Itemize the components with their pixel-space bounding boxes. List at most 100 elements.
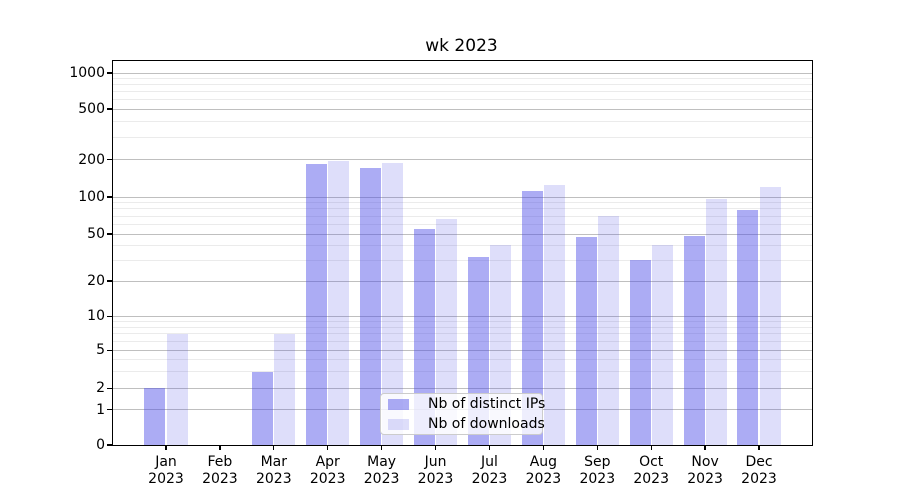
y-tick-mark (107, 315, 112, 317)
gridline-minor (113, 136, 812, 138)
y-tick-mark (107, 72, 112, 74)
gridline-major (113, 159, 812, 160)
x-tick-mark (273, 445, 275, 450)
x-tick-label: Jun 2023 (417, 454, 454, 487)
gridline-minor (113, 84, 812, 86)
gridline-major (113, 233, 812, 235)
bar-distinct-ips (737, 210, 759, 445)
bar-downloads (597, 216, 619, 445)
x-tick-mark (327, 445, 329, 450)
x-tick-mark (488, 445, 491, 450)
x-tick-label: Aug 2023 (525, 454, 562, 487)
legend-label-distinct-ips: Nb of distinct IPs (428, 396, 546, 412)
bar-distinct-ips (575, 237, 597, 445)
gridline-major (113, 72, 812, 74)
y-tick-mark (107, 408, 112, 411)
bar-downloads (759, 187, 781, 445)
x-tick-label: Dec 2023 (741, 454, 777, 487)
y-tick-label: 500 (78, 101, 105, 117)
chart-title: wk 2023 (425, 36, 498, 56)
legend-item-downloads: Nb of downloads (381, 416, 545, 432)
bar-downloads (651, 245, 673, 445)
gridline-minor (113, 91, 812, 92)
bar-distinct-ips (360, 167, 382, 445)
bar-distinct-ips (413, 228, 435, 445)
y-tick-label: 10 (87, 308, 105, 325)
bar-downloads (436, 219, 458, 445)
x-tick-mark (704, 445, 706, 450)
legend-item-distinct-ips: Nb of distinct IPs (381, 396, 546, 412)
legend-label-downloads: Nb of downloads (428, 416, 545, 432)
plot-area: Nb of distinct IPs Nb of downloads 1000 5… (69, 60, 813, 487)
bar-downloads (543, 184, 565, 445)
gridline-minor (113, 371, 812, 372)
legend-swatch-distinct-ips (388, 398, 409, 410)
bar-downloads (328, 160, 350, 445)
gridline-minor (113, 120, 812, 122)
bar-distinct-ips (144, 388, 166, 445)
x-tick-mark (758, 445, 760, 450)
gridline-minor (113, 321, 812, 322)
y-tick-label: 100 (78, 189, 105, 205)
bar-downloads (705, 198, 727, 445)
x-tick-mark (165, 445, 167, 450)
bar-distinct-ips (683, 236, 705, 445)
gridline-minor (113, 99, 812, 100)
y-tick-mark (107, 233, 112, 235)
gridline-minor (113, 333, 812, 335)
bar-distinct-ips (629, 260, 651, 445)
y-tick-mark (107, 349, 112, 351)
y-tick-mark (107, 196, 112, 198)
gridline-major (113, 349, 812, 351)
bar-distinct-ips (306, 164, 328, 445)
y-tick-label: 50 (87, 226, 105, 242)
x-tick-mark (434, 445, 437, 450)
gridline-major (113, 196, 812, 198)
y-tick-mark (107, 108, 112, 110)
x-tick-label: Jan 2023 (148, 454, 184, 487)
y-tick-mark (107, 387, 112, 389)
x-tick-label: Sep 2023 (579, 454, 616, 487)
x-tick-mark (596, 445, 598, 450)
legend: Nb of distinct IPs Nb of downloads (380, 393, 546, 435)
gridline-minor (113, 78, 812, 79)
gridline-major (113, 108, 812, 110)
gridline-minor (113, 244, 812, 246)
y-tick-label: 2 (96, 380, 105, 397)
gridline-minor (113, 340, 812, 342)
x-tick-label: Jul 2023 (471, 454, 508, 487)
x-tick-mark (542, 445, 545, 450)
y-tick-label: 200 (78, 151, 105, 168)
bar-downloads (274, 333, 296, 445)
y-tick-mark (107, 158, 112, 161)
bar-distinct-ips (521, 190, 543, 445)
x-tick-label: Feb 2023 (202, 454, 238, 487)
gridline-major (113, 387, 812, 389)
gridline-major (113, 280, 812, 282)
gridline-minor (113, 208, 812, 210)
bar-downloads (382, 162, 404, 445)
x-tick-label: Mar 2023 (255, 454, 292, 487)
y-tick-label: 0 (96, 437, 105, 453)
x-tick-mark (219, 445, 221, 450)
y-tick-mark (107, 280, 112, 282)
y-tick-label: 1 (96, 401, 105, 418)
gridline-minor (113, 223, 812, 225)
x-tick-label: Apr 2023 (309, 454, 346, 487)
gridline-major (113, 315, 812, 317)
y-tick-label: 1000 (69, 65, 105, 81)
gridline-minor (113, 359, 812, 361)
legend-swatch-downloads (388, 418, 409, 430)
bar-downloads (166, 333, 188, 445)
gridline-minor (113, 215, 812, 217)
gridline-minor (113, 326, 812, 328)
x-tick-mark (650, 445, 652, 450)
gridline-minor (113, 202, 812, 204)
y-tick-label: 5 (96, 342, 105, 359)
bar-distinct-ips (252, 371, 274, 445)
x-tick-label: Nov 2023 (687, 454, 723, 487)
gridline-minor (113, 259, 812, 261)
x-tick-label: May 2023 (363, 454, 400, 487)
y-tick-label: 20 (87, 273, 105, 289)
